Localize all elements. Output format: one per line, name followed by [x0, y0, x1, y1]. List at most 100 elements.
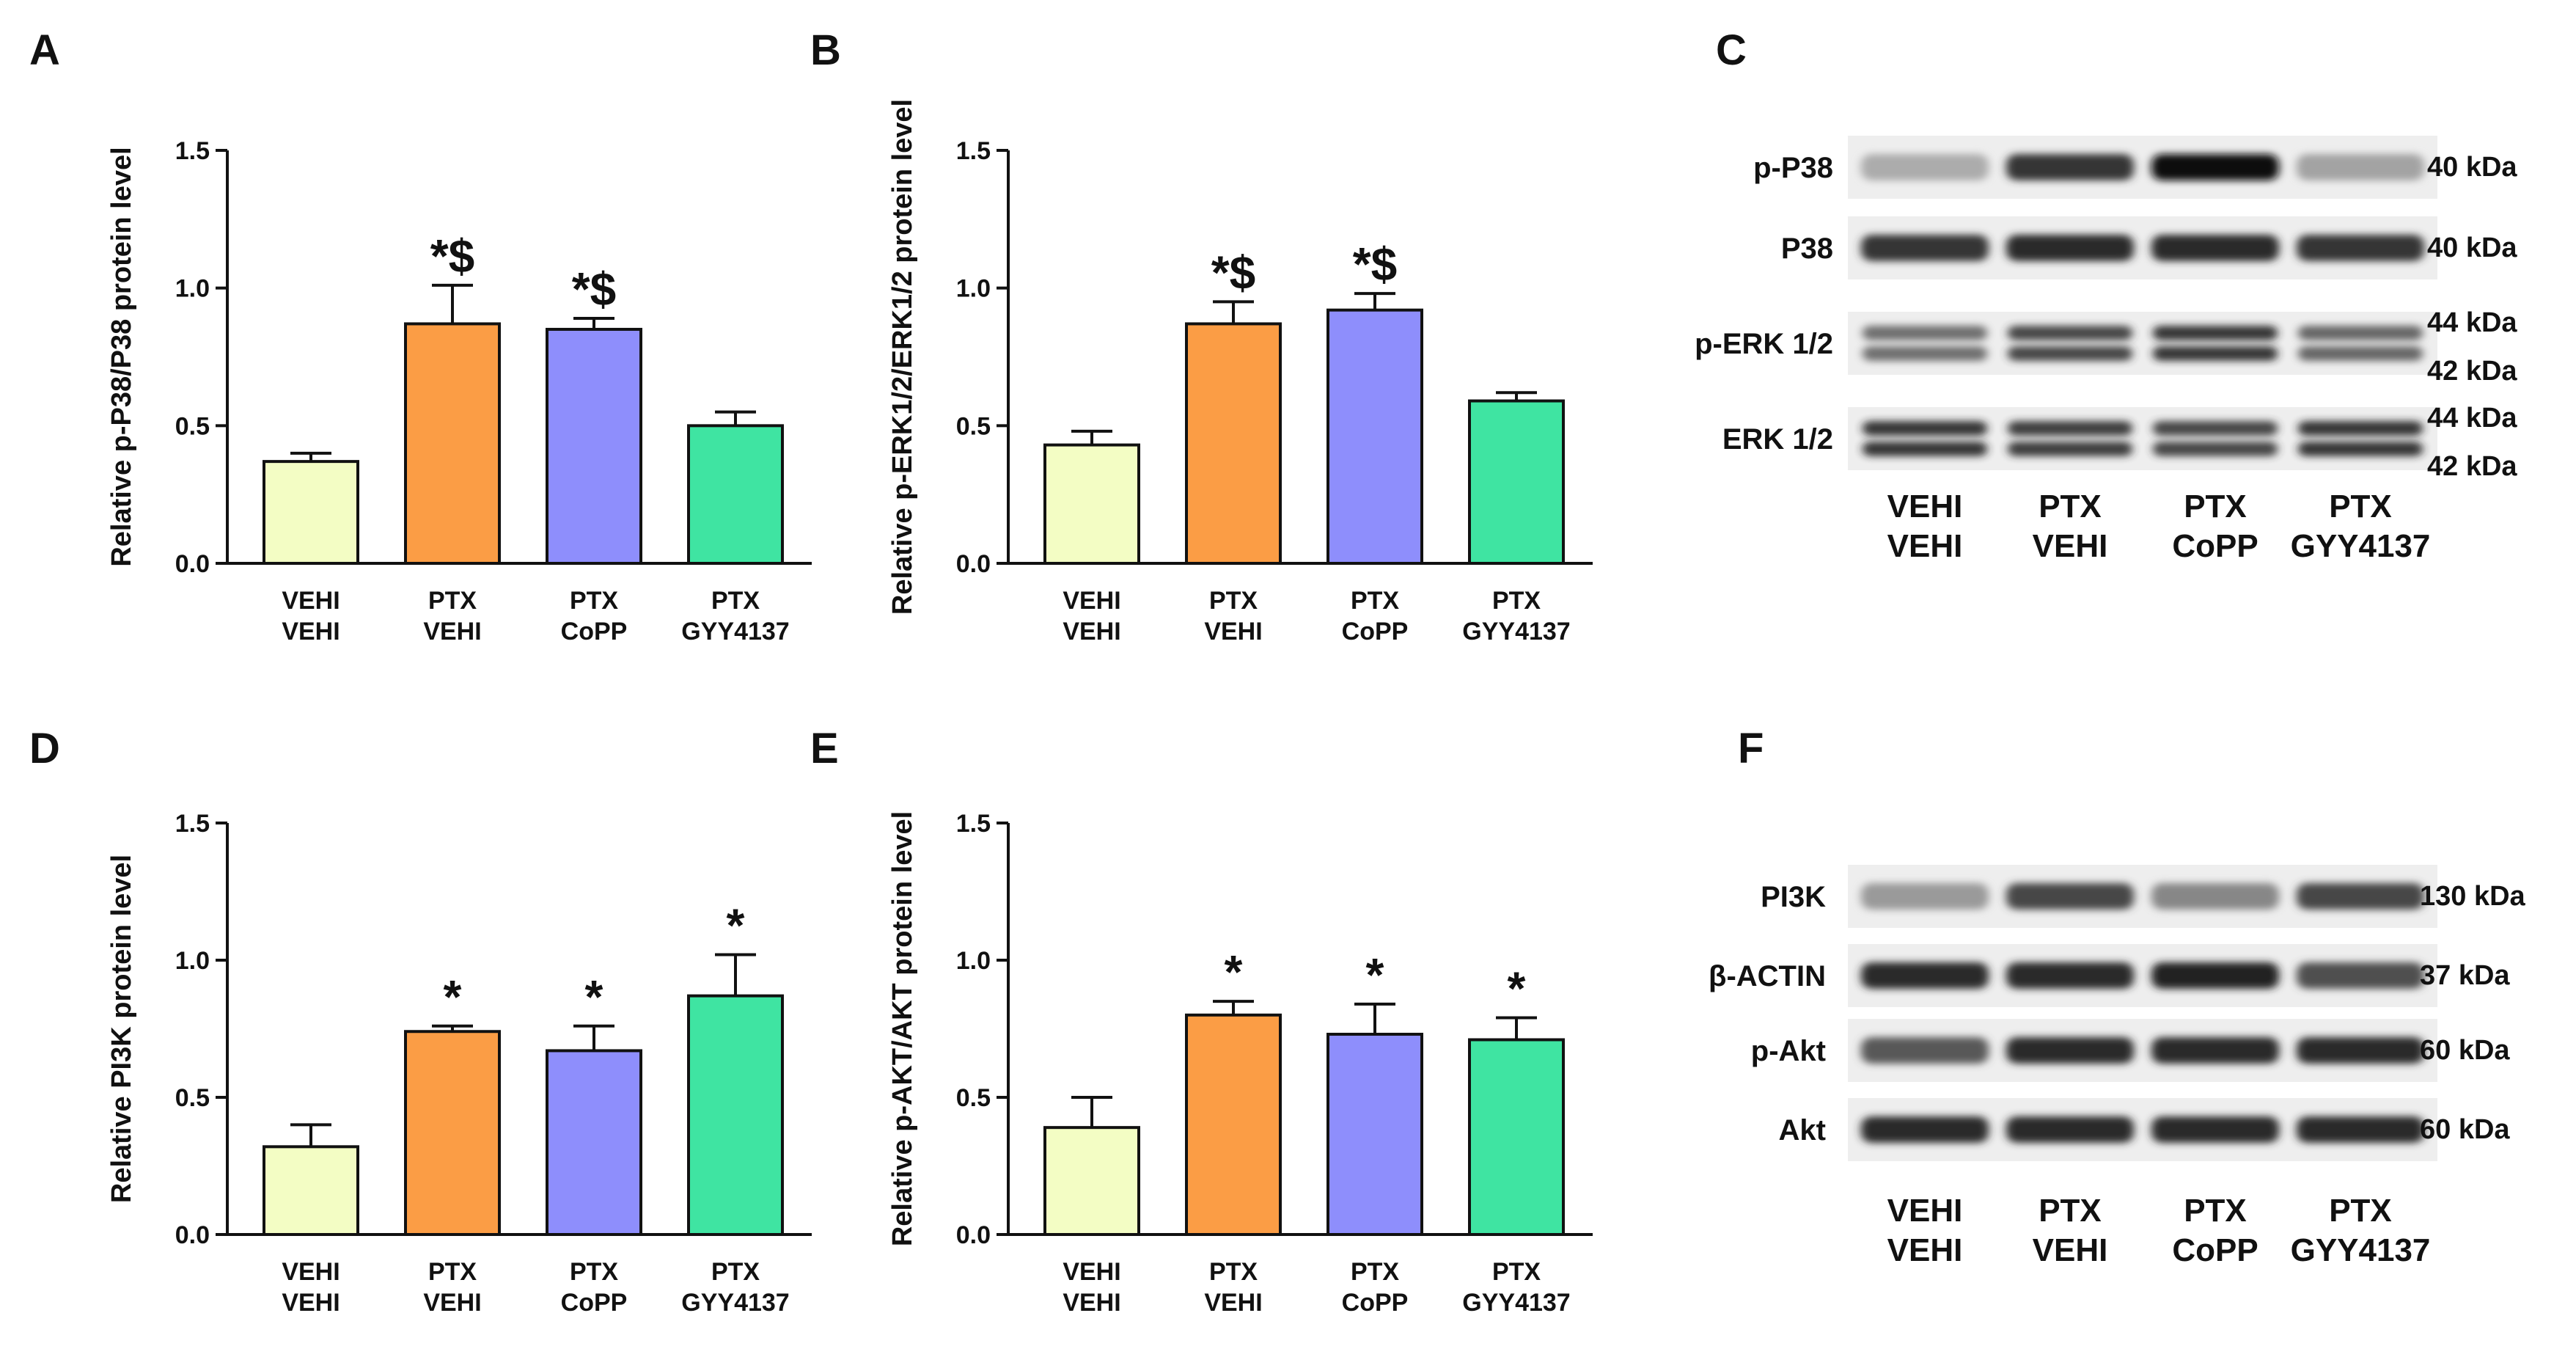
blot-band	[2006, 962, 2134, 989]
kda-label: 60 kDa	[2420, 1035, 2510, 1066]
blot-row-label: Akt	[1779, 1114, 1826, 1146]
blot-strip	[1848, 407, 2437, 470]
y-tick-label: 0.0	[956, 1221, 991, 1249]
blot-band	[2151, 883, 2279, 910]
y-tick-label: 0.5	[175, 412, 210, 440]
significance-marker: *	[727, 899, 745, 952]
blot-band	[2008, 442, 2132, 456]
y-tick-label: 1.5	[956, 810, 991, 838]
lane-label: PTX	[2184, 489, 2247, 524]
kda-label: 37 kDa	[2420, 960, 2510, 991]
category-label: VEHI	[423, 1289, 481, 1317]
category-label: VEHI	[1063, 587, 1120, 615]
lane-label: CoPP	[2172, 528, 2258, 564]
blot-band	[2297, 883, 2424, 910]
lane-label: PTX	[2039, 1193, 2102, 1229]
significance-marker: *	[444, 970, 462, 1023]
bar-charts: A 0.0 0.5 1.0 1.5 Relative p-P38/P38 protein …	[29, 26, 1593, 1317]
bar	[1043, 1126, 1140, 1237]
category-label: VEHI	[1204, 618, 1262, 645]
lane-label: VEHI	[2033, 528, 2108, 564]
lane-label: VEHI	[2033, 1232, 2108, 1268]
category-label: CoPP	[1342, 618, 1409, 645]
category-label: VEHI	[282, 1289, 340, 1317]
y-tick-label: 1.0	[175, 947, 210, 975]
bar	[1468, 1038, 1565, 1236]
blot-band	[1861, 1116, 1989, 1143]
blot-band	[2151, 154, 2279, 180]
blot-band	[2151, 1116, 2279, 1143]
blot-strip	[1848, 312, 2437, 375]
lane-label: PTX	[2329, 1193, 2392, 1229]
blot-band	[2008, 326, 2132, 340]
y-tick-label: 0.0	[175, 550, 210, 578]
bar	[546, 1049, 642, 1237]
blot-band	[1863, 346, 1987, 361]
lane-label: PTX	[2184, 1193, 2247, 1229]
blot-band	[1861, 883, 1989, 910]
category-label: GYY4137	[681, 618, 789, 645]
bar	[263, 1145, 359, 1236]
category-label: VEHI	[282, 618, 340, 645]
kda-label: 42 kDa	[2427, 356, 2517, 387]
significance-marker: *	[585, 970, 603, 1023]
blot-band	[1861, 154, 1989, 180]
category-label: GYY4137	[681, 1289, 789, 1317]
category-label: PTX	[570, 1258, 618, 1286]
y-axis-label: Relative p-ERK1/2/ERK1/2 protein level	[887, 99, 918, 615]
category-label: PTX	[711, 1258, 760, 1286]
y-axis-label: Relative PI3K protein level	[106, 855, 137, 1203]
blot-row-label: PI3K	[1761, 881, 1826, 913]
blot-band	[2153, 326, 2278, 340]
kda-label: 60 kDa	[2420, 1114, 2510, 1145]
blot-band	[2006, 883, 2134, 910]
y-axis-label: Relative p-P38/P38 protein level	[106, 147, 137, 566]
lane-label: GYY4137	[2291, 528, 2431, 564]
category-label: PTX	[1209, 587, 1258, 615]
blot-band	[2151, 1037, 2279, 1064]
y-tick-label: 0.5	[956, 412, 991, 440]
category-label: VEHI	[1063, 1258, 1120, 1286]
lane-label: GYY4137	[2291, 1232, 2431, 1268]
blot-band	[2297, 154, 2424, 180]
significance-marker: *$	[572, 263, 617, 315]
blot-band	[1861, 962, 1989, 989]
kda-label: 40 kDa	[2427, 233, 2517, 263]
chart-panel-b: B 0.0 0.5 1.0 1.5 Relative p-ERK1/2/ERK1/2 pr…	[810, 26, 1593, 645]
significance-marker: *	[1225, 945, 1243, 998]
bar	[1468, 399, 1565, 566]
blot-band	[2297, 235, 2424, 261]
blot-band	[2151, 235, 2279, 261]
blot-band	[2297, 1116, 2424, 1143]
bar	[1326, 308, 1423, 565]
category-label: PTX	[711, 587, 760, 615]
significance-marker: *	[1508, 962, 1526, 1015]
y-axis-label: Relative p-AKT/AKT protein level	[887, 811, 918, 1246]
bar	[546, 327, 642, 565]
lane-label: CoPP	[2172, 1232, 2258, 1268]
significance-marker: *$	[430, 230, 475, 282]
kda-label: 44 kDa	[2427, 403, 2517, 434]
lane-label: VEHI	[1887, 528, 1963, 564]
bar	[263, 460, 359, 565]
kda-label: 40 kDa	[2427, 152, 2517, 183]
panel-letter: A	[29, 26, 60, 74]
panel-letter: F	[1738, 725, 1764, 772]
y-tick-label: 1.0	[175, 275, 210, 303]
lane-label: VEHI	[1887, 1193, 1963, 1229]
y-tick-label: 0.5	[956, 1084, 991, 1112]
kda-label: 44 kDa	[2427, 307, 2517, 338]
lane-label: PTX	[2039, 489, 2102, 524]
category-label: GYY4137	[1462, 618, 1570, 645]
kda-label: 130 kDa	[2420, 881, 2526, 912]
significance-marker: *$	[1211, 246, 1256, 299]
y-tick-label: 1.5	[956, 137, 991, 165]
category-label: GYY4137	[1462, 1289, 1570, 1317]
blot-band	[2298, 421, 2423, 436]
panel-letter: D	[29, 725, 60, 772]
lane-label: VEHI	[1887, 489, 1963, 524]
blot-band	[2008, 421, 2132, 436]
category-label: PTX	[1209, 1258, 1258, 1286]
chart-panel-e: E 0.0 0.5 1.0 1.5 Relative p-AKT/AKT protein …	[810, 725, 1593, 1317]
